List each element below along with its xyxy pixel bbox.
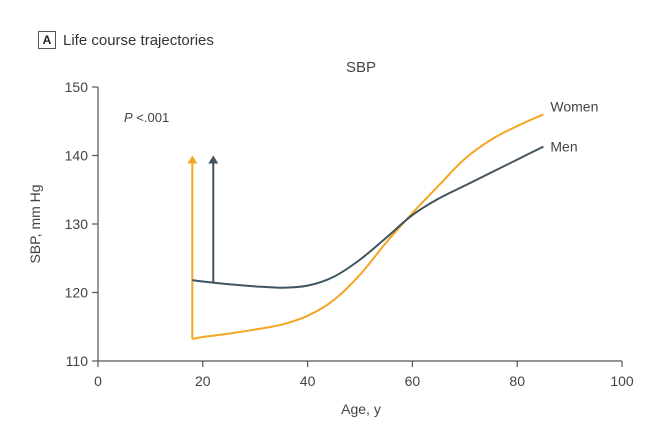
series-women: Women <box>187 98 598 341</box>
y-ticks: 110 120 130 140 150 <box>65 79 98 369</box>
x-tick-label: 40 <box>300 373 316 389</box>
x-tick-label: 100 <box>610 373 634 389</box>
series-men: Men <box>192 139 578 289</box>
y-tick-label: 120 <box>65 285 89 301</box>
p-value-rest: <.001 <box>133 110 170 125</box>
series-men-label: Men <box>550 139 577 155</box>
series-men-line <box>192 145 544 289</box>
y-tick-label: 110 <box>66 353 89 369</box>
panel-badge: A <box>38 31 56 49</box>
y-tick-label: 140 <box>65 148 89 164</box>
x-tick-label: 80 <box>509 373 525 389</box>
y-tick-label: 150 <box>65 79 89 95</box>
x-axis: 0 20 40 60 80 100 Age, y <box>94 360 634 417</box>
panel-title: Life course trajectories <box>63 31 214 49</box>
series-women-line <box>192 113 544 341</box>
x-axis-label: Age, y <box>341 401 381 417</box>
y-tick-label: 130 <box>65 216 89 232</box>
y-axis-label: SBP, mm Hg <box>27 184 43 263</box>
p-value-italic: P <box>124 110 133 125</box>
y-axis: 110 120 130 140 150 SBP, mm Hg <box>27 79 99 369</box>
x-tick-label: 20 <box>195 373 211 389</box>
series-women-arrowhead <box>187 155 198 164</box>
x-tick-label: 0 <box>94 373 102 389</box>
panel-header: A Life course trajectories <box>38 31 214 49</box>
series-men-arrowhead <box>208 155 219 164</box>
chart-title: SBP <box>346 59 376 76</box>
series-layer: Women Men <box>187 98 598 341</box>
x-tick-label: 60 <box>405 373 421 389</box>
series-women-label: Women <box>550 98 598 114</box>
x-ticks: 0 20 40 60 80 100 <box>94 361 634 389</box>
p-value-annotation: P <.001 <box>124 110 169 125</box>
